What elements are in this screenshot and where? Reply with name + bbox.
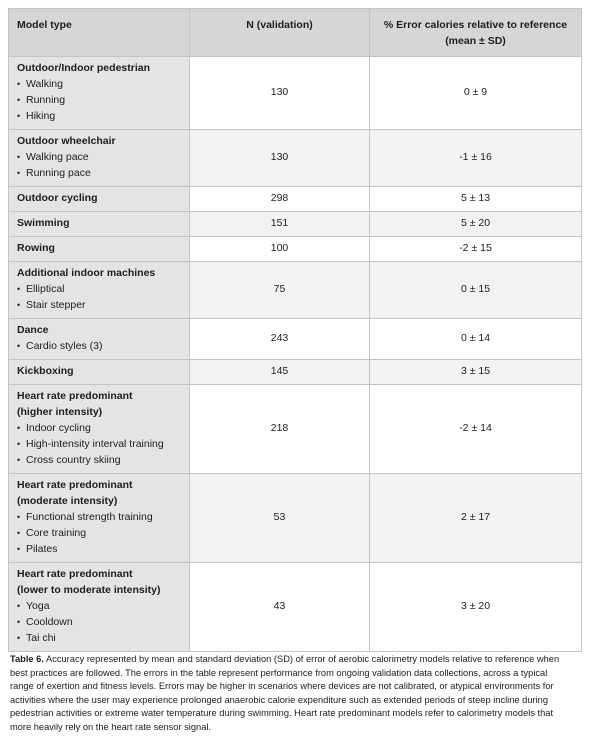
n-cell: 130 (189, 129, 370, 187)
error-cell: -1 ± 16 (369, 129, 582, 187)
model-item: Functional strength training (17, 509, 181, 525)
model-cell: Outdoor cycling (8, 186, 190, 212)
table-row: Outdoor cycling 298 5 ± 13 (8, 186, 582, 212)
model-title: Heart rate predominant (17, 479, 133, 491)
error-cell: 5 ± 20 (369, 211, 582, 237)
model-item: Core training (17, 525, 181, 541)
model-item: Indoor cycling (17, 420, 181, 436)
table-row: Outdoor/Indoor pedestrian WalkingRunningH… (8, 56, 582, 130)
model-cell: Swimming (8, 211, 190, 237)
table-row: Outdoor wheelchair Walking paceRunning pa… (8, 129, 582, 187)
model-title: Swimming (17, 217, 70, 229)
n-cell: 53 (189, 473, 370, 563)
table-row: Swimming 151 5 ± 20 (8, 211, 582, 237)
model-title: Kickboxing (17, 365, 74, 377)
model-cell: Heart rate predominant (higher intensity)… (8, 384, 190, 474)
error-cell: -2 ± 15 (369, 236, 582, 262)
table-row: Heart rate predominant (lower to moderate… (8, 562, 582, 652)
header-cell: N (validation) (189, 8, 370, 57)
n-cell: 218 (189, 384, 370, 474)
model-cell: Kickboxing (8, 359, 190, 385)
model-cell: Outdoor wheelchair Walking paceRunning pa… (8, 129, 190, 187)
table-body: Outdoor/Indoor pedestrianWalkingRunningH… (8, 56, 582, 652)
model-item: Elliptical (17, 281, 181, 297)
model-title: Outdoor cycling (17, 192, 98, 204)
table-row: Heart rate predominant (moderate intensit… (8, 473, 582, 563)
model-title: (lower to moderate intensity) (17, 584, 161, 596)
model-title: Rowing (17, 242, 55, 254)
model-item: Yoga (17, 598, 181, 614)
model-item: Walking pace (17, 149, 181, 165)
model-item: High-intensity interval training (17, 436, 181, 452)
caption-label: Table 6. (10, 654, 44, 664)
model-title: Outdoor wheelchair (17, 135, 116, 147)
model-title: (higher intensity) (17, 406, 103, 418)
table-row: Rowing 100 -2 ± 15 (8, 236, 582, 262)
model-item: Cooldown (17, 614, 181, 630)
model-item: Cross country skiing (17, 452, 181, 468)
header-cell: Model type (8, 8, 190, 57)
n-cell: 298 (189, 186, 370, 212)
model-title: Additional indoor machines (17, 267, 156, 279)
model-title: Dance (17, 324, 49, 336)
error-cell: 0 ± 9 (369, 56, 582, 130)
model-title: Heart rate predominant (17, 390, 133, 402)
n-cell: 75 (189, 261, 370, 319)
n-cell: 151 (189, 211, 370, 237)
model-item: Running (17, 92, 181, 108)
table-row: Kickboxing 145 3 ± 15 (8, 359, 582, 385)
error-cell: 3 ± 20 (369, 562, 582, 652)
calorimetry-table: Model type N (validation) % Error calori… (8, 8, 582, 652)
header-cell: % Error calories relative to reference (… (369, 8, 582, 57)
model-item: Walking (17, 76, 181, 92)
header-row: Model type N (validation) % Error calori… (8, 8, 582, 57)
n-cell: 243 (189, 318, 370, 360)
model-cell: Heart rate predominant (moderate intensit… (8, 473, 190, 563)
model-title: Outdoor/Indoor pedestrian (17, 62, 150, 74)
n-cell: 43 (189, 562, 370, 652)
model-title: Heart rate predominant (17, 568, 133, 580)
table-row: Heart rate predominant (higher intensity)… (8, 384, 582, 474)
model-cell: Outdoor/Indoor pedestrian WalkingRunningH… (8, 56, 190, 130)
error-cell: 5 ± 13 (369, 186, 582, 212)
model-title: (moderate intensity) (17, 495, 118, 507)
caption-text: Accuracy represented by mean and standar… (10, 654, 560, 732)
caption: Table 6. Accuracy represented by mean an… (10, 653, 570, 734)
n-cell: 145 (189, 359, 370, 385)
model-cell: Additional indoor machines EllipticalStai… (8, 261, 190, 319)
error-cell: 2 ± 17 (369, 473, 582, 563)
model-item: Cardio styles (3) (17, 338, 181, 354)
model-cell: Dance Cardio styles (3) (8, 318, 190, 360)
model-item: Tai chi (17, 630, 181, 646)
model-item: Running pace (17, 165, 181, 181)
model-cell: Rowing (8, 236, 190, 262)
error-cell: -2 ± 14 (369, 384, 582, 474)
model-item: Pilates (17, 541, 181, 557)
n-cell: 100 (189, 236, 370, 262)
table-row: Additional indoor machines EllipticalStai… (8, 261, 582, 319)
model-item: Hiking (17, 108, 181, 124)
error-cell: 0 ± 14 (369, 318, 582, 360)
error-cell: 3 ± 15 (369, 359, 582, 385)
error-cell: 0 ± 15 (369, 261, 582, 319)
n-cell: 130 (189, 56, 370, 130)
model-cell: Heart rate predominant (lower to moderate… (8, 562, 190, 652)
model-item: Stair stepper (17, 297, 181, 313)
